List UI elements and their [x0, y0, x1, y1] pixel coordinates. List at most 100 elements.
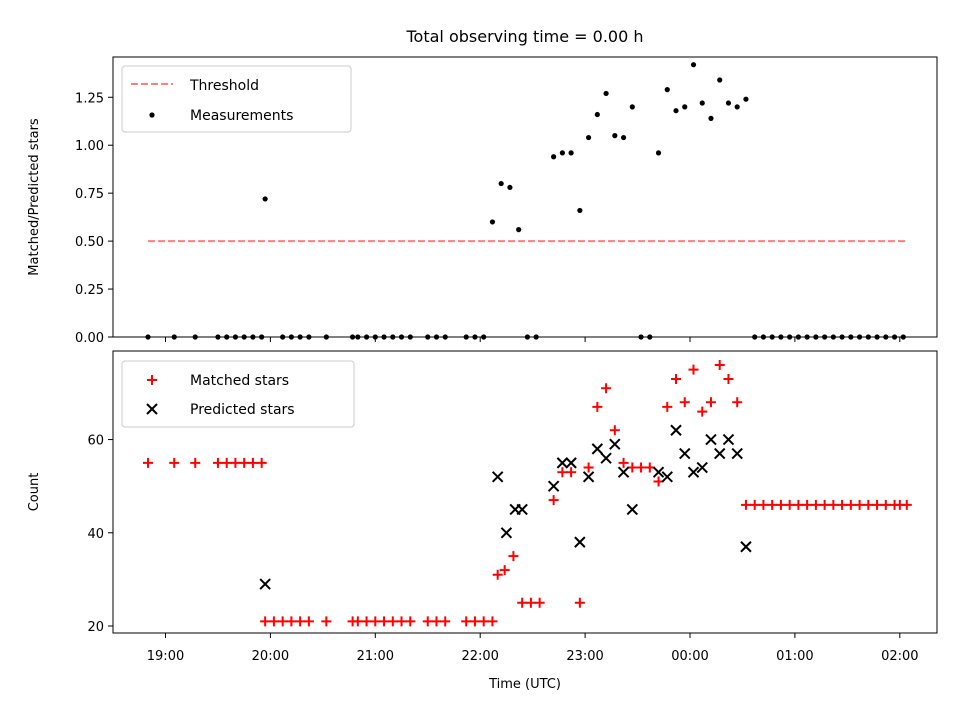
measurement-point: [682, 104, 688, 110]
measurement-point: [489, 219, 496, 225]
matched-star-point: [230, 457, 241, 468]
legend-predicted-label: Predicted stars: [190, 402, 295, 418]
legend-matched-swatch: [147, 375, 157, 385]
matched-star-point: [740, 499, 751, 510]
matched-star-point: [705, 397, 716, 408]
measurement-point: [507, 184, 513, 191]
matched-star-point: [268, 616, 279, 627]
measurement-point: [673, 108, 679, 114]
matched-star-point: [863, 499, 874, 510]
legend-top: Threshold Measurements: [121, 65, 352, 133]
legend-measurements-label: Measurements: [190, 108, 293, 124]
matched-star-point: [901, 499, 912, 510]
legend-predicted-swatch: [146, 403, 158, 415]
matched-star-point: [370, 616, 381, 627]
measurement-point: [725, 100, 732, 106]
y-axis-label: Count: [27, 473, 42, 512]
measurement-point: [577, 207, 583, 214]
matched-star-point: [566, 467, 577, 478]
predicted-star-point: [731, 447, 743, 460]
matched-star-point: [802, 499, 813, 510]
measurement-point: [594, 111, 600, 118]
matched-star-point: [387, 616, 398, 627]
legend-matched-label: Matched stars: [190, 373, 289, 389]
matched-star-point: [499, 565, 510, 576]
predicted-star-point: [609, 438, 621, 450]
predicted-star-point: [722, 433, 735, 446]
predicted-star-point: [670, 424, 682, 436]
matched-star-point: [256, 457, 267, 468]
measurement-point: [585, 134, 592, 141]
y-tick-label: 0.00: [75, 331, 104, 346]
matched-star-point: [845, 499, 856, 510]
matched-star-point: [574, 597, 585, 608]
legend-measurements-swatch: [149, 112, 155, 118]
y-tick-label: 1.00: [75, 139, 104, 154]
x-tick-label: 23:00: [566, 649, 603, 664]
matched-star-point: [880, 499, 891, 510]
measurement-point: [699, 100, 705, 106]
measurement-point: [717, 77, 723, 83]
legend-box: [121, 360, 355, 428]
matched-star-point: [732, 397, 743, 408]
matched-star-point: [653, 476, 664, 487]
matched-star-point: [286, 616, 297, 627]
matched-star-point: [837, 499, 848, 510]
predicted-star-point: [516, 503, 528, 516]
predicted-star-point: [679, 447, 691, 460]
y-tick-label: 0.50: [75, 235, 104, 250]
matched-star-point: [361, 616, 372, 627]
predicted-star-point: [626, 503, 639, 516]
matched-star-point: [872, 499, 883, 510]
predicted-star-point: [617, 466, 630, 478]
measurement-point: [620, 134, 627, 141]
matched-star-point: [583, 462, 594, 473]
matched-star-point: [277, 616, 288, 627]
bottom-axes: 20 40 60 19:00 20:00 21:00 22:00 23:00 00:00 01:0…: [27, 350, 938, 692]
matched-star-point: [688, 364, 699, 375]
matched-star-point: [212, 457, 223, 468]
matched-star-point: [487, 616, 498, 627]
matched-star-point: [636, 462, 647, 473]
matched-star-point: [143, 457, 154, 468]
matched-star-point: [601, 383, 612, 394]
matched-star-point: [828, 499, 839, 510]
y-tick-label: 0.75: [75, 187, 104, 202]
matched-star-point: [321, 616, 332, 627]
matched-star-point: [534, 597, 545, 608]
matched-star-point: [525, 597, 536, 608]
predicted-star-point: [556, 457, 569, 469]
measurement-point: [262, 196, 268, 202]
predicted-star-point: [547, 480, 560, 492]
matched-star-point: [723, 373, 734, 384]
matched-star-point: [793, 499, 804, 510]
matched-star-point: [609, 425, 620, 436]
predicted-star-point: [574, 536, 586, 548]
predicted-star-point: [491, 471, 504, 483]
matched-star-point: [469, 616, 480, 627]
legend-threshold-label: Threshold: [189, 78, 259, 94]
matched-star-point: [260, 616, 271, 627]
axes-frame: [112, 56, 938, 338]
x-tick-label: 01:00: [776, 649, 813, 664]
legend-box: [121, 65, 352, 133]
x-tick-label: 21:00: [357, 649, 394, 664]
matched-star-point: [431, 616, 442, 627]
measurement-point: [708, 115, 714, 121]
y-tick-label: 20: [87, 620, 104, 635]
x-tick-label: 02:00: [881, 649, 918, 664]
measurement-point: [612, 133, 618, 139]
y-tick-label: 60: [87, 434, 104, 449]
measurement-point: [551, 154, 557, 160]
top-axes: 0.00 0.25 0.50 0.75 1.00 1.25 Matched/Predicte…: [27, 56, 938, 346]
matched-star-point: [592, 401, 603, 412]
x-axis-label: Time (UTC): [488, 677, 561, 692]
x-tick-label: 22:00: [461, 649, 498, 664]
measurement-point: [559, 150, 565, 156]
matched-star-point: [379, 616, 390, 627]
matched-star-point: [190, 457, 201, 468]
matched-star-point: [247, 457, 258, 468]
matched-star-point: [679, 397, 690, 408]
predicted-star-point: [259, 578, 271, 590]
matched-star-point: [697, 406, 708, 417]
